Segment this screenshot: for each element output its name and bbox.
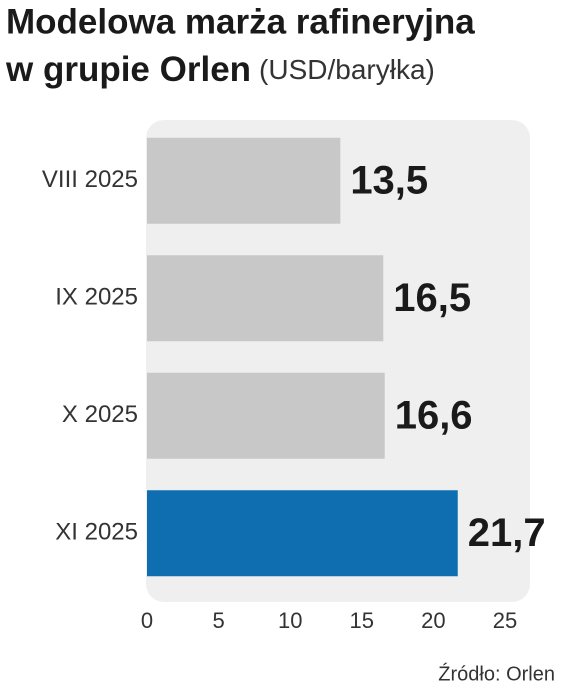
y-tick-label: IX 2025 [55, 284, 138, 311]
chart-title-line: w grupie Orlen (USD/baryłka) [5, 50, 435, 89]
chart-title: w grupie Orlen [5, 50, 251, 89]
source: Źródło: Orlen [438, 662, 555, 685]
bar [147, 255, 384, 342]
x-tick-label: 0 [141, 608, 153, 633]
bar [147, 137, 341, 224]
x-tick-label: 25 [493, 608, 517, 633]
bar [147, 372, 385, 459]
data-label: 21,7 [468, 511, 546, 555]
data-label: 16,5 [393, 276, 471, 320]
x-tick-label: 10 [278, 608, 302, 633]
y-tick-label: VIII 2025 [42, 166, 138, 193]
x-tick-label: 15 [350, 608, 374, 633]
plot-background [146, 120, 530, 602]
data-label: 16,6 [395, 393, 473, 437]
chart-title: Modelowa marża rafineryjna [6, 2, 475, 41]
unit: (USD/baryłka) [259, 54, 435, 85]
data-label: 13,5 [350, 158, 428, 202]
y-tick-label: X 2025 [62, 401, 138, 428]
x-tick-label: 5 [212, 608, 224, 633]
y-tick-label: XI 2025 [55, 519, 138, 546]
bar [147, 490, 458, 577]
x-tick-label: 20 [421, 608, 445, 633]
